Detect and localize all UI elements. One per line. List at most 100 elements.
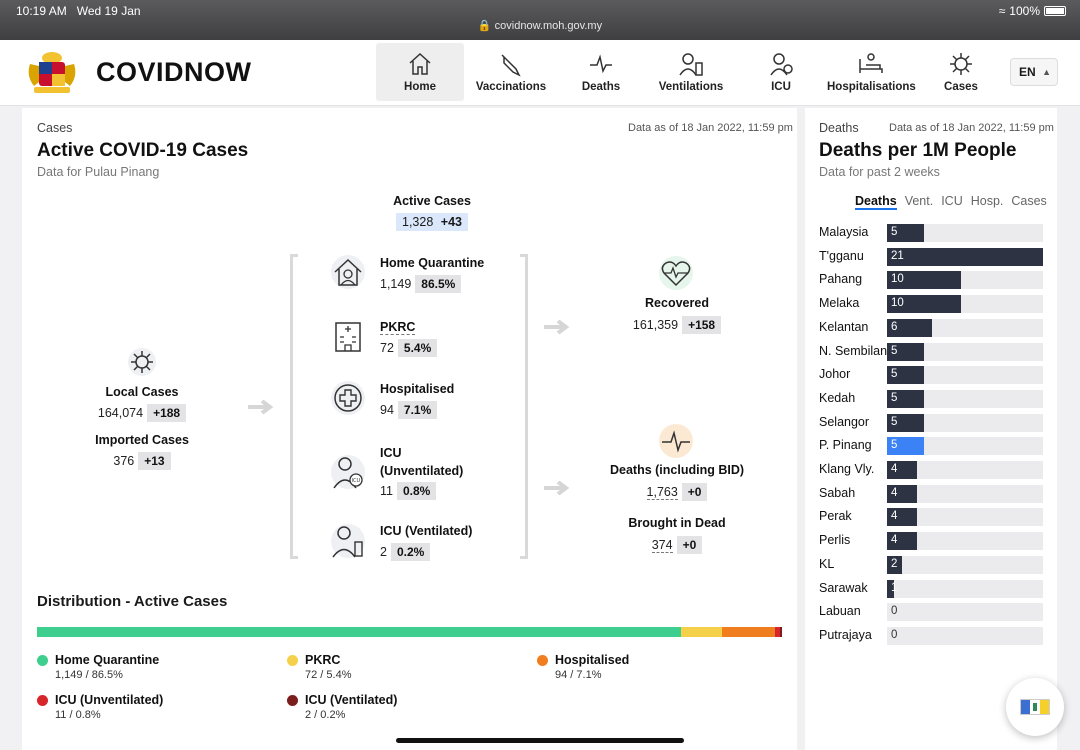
tab-vent[interactable]: Vent. [904,194,934,208]
chart-bar[interactable] [887,579,895,598]
deaths-value[interactable]: 1,763 [646,485,678,500]
imported-cases-label: Imported Cases [95,433,189,447]
nav-hospitalisations[interactable]: Hospitalisations [827,43,916,101]
local-cases-delta: +188 [147,404,187,422]
legend-label: PKRC [305,653,341,667]
chart-bar[interactable] [887,366,925,385]
distribution-segment [774,627,781,637]
chart-category-label: Perak [819,509,852,524]
chart-bar-track: 5 [887,342,1043,361]
chart-category-label: Sarawak [819,580,868,595]
chart-bar[interactable] [887,271,962,290]
chart-category-label: Labuan [819,604,861,619]
chart-data-label: 4 [891,534,898,547]
chart-bar-track: 0 [887,603,1043,622]
language-select[interactable]: EN ▲ [1010,58,1058,86]
chart-bar[interactable] [887,318,932,337]
chart-bar-row: Johor 5 [819,366,1043,385]
arrow-right-icon [248,400,274,414]
chart-data-label: 5 [891,226,898,238]
tab-icu[interactable]: ICU [941,194,963,208]
home-quarantine-icon [331,255,365,289]
chart-category-label: Pahang [819,272,863,287]
tab-deaths[interactable]: Deaths [855,194,897,210]
ventilator-patient-icon [331,524,365,558]
legend-label: Hospitalised [555,653,630,667]
syringe-icon [501,54,521,77]
chart-bar[interactable] [887,437,925,456]
pkrc-label[interactable]: PKRC [380,320,416,335]
chart-data-label: 5 [891,368,898,381]
panel-title: Active COVID-19 Cases [37,140,249,161]
chart-bar[interactable] [887,389,925,408]
url-bar[interactable]: 🔒 covidnow.moh.gov.my [477,20,603,32]
chart-category-label: Malaysia [819,225,869,239]
bid-value[interactable]: 374 [651,538,673,553]
chart-bar-row: Melaka 10 [819,295,1043,314]
top-nav: COVIDNOW Home Vaccinations Deaths Ventil… [0,40,1080,106]
legend-dot [37,654,48,666]
panel-title: Deaths per 1M People [819,140,1017,161]
nav-home[interactable]: Home [376,43,464,101]
home-quarantine-pct: 86.5% [415,275,462,293]
nav-icu[interactable]: ICU [737,43,825,101]
nav-deaths[interactable]: Deaths [557,43,645,101]
chart-bar-track: 10 [887,271,1043,290]
chart-bar[interactable] [887,461,917,479]
chart-bar-track: 0 [887,626,1043,645]
tab-cases[interactable]: Cases [1011,194,1047,208]
chart-bar-track: 6 [887,318,1043,337]
legend-label: Home Quarantine [55,653,160,667]
data-asof: Data as of 18 Jan 2022, 11:59 pm [889,122,1054,134]
home-quarantine-value: 1,149 [380,277,412,291]
chart-bar-row: P. Pinang 5 [819,437,1043,456]
chart-bar[interactable] [887,532,917,551]
data-asof: Data as of 18 Jan 2022, 11:59 pm [628,122,793,134]
chart-data-label: 5 [891,344,898,357]
ventilator-icon [679,53,703,76]
chart-bar-row: T'gganu 21 [819,247,1043,266]
chart-data-label: 4 [891,486,898,499]
chart-bar[interactable] [887,555,902,574]
home-quarantine-label: Home Quarantine [380,256,485,270]
wifi-icon: ≈ [998,4,1006,18]
chart-bar[interactable] [887,508,917,527]
hospitalised-pct: 7.1% [397,401,438,419]
chart-bar[interactable] [887,484,917,503]
legend-dot [537,654,548,666]
nav-ventilations[interactable]: Ventilations [647,43,735,101]
bid-label: Brought in Dead [628,516,726,530]
nav-cases[interactable]: Cases [917,43,1005,101]
panel-subtitle: Data for past 2 weeks [819,165,940,179]
nav-vaccinations[interactable]: Vaccinations [467,43,555,101]
chevron-updown-icon: ▲ [1042,67,1051,77]
icu-unventilated-value: 11 [380,484,393,498]
icu-unventilated-pct: 0.8% [396,482,437,500]
chart-bar[interactable] [887,295,962,314]
tab-hosp[interactable]: Hosp. [970,194,1004,208]
deaths-per-million-panel: Deaths Data as of 18 Jan 2022, 11:59 pm … [805,108,1057,750]
chart-bar[interactable] [887,247,1043,266]
chart-category-label: Kedah [819,390,856,405]
chart-data-label: 4 [891,510,898,523]
chart-bar[interactable] [887,413,925,432]
metric-tabs: Deaths Vent. ICU Hosp. Cases [855,194,1047,210]
recovered: Recovered 161,359 +158 [607,296,747,334]
malaysia-coat-of-arms-logo[interactable] [22,50,82,96]
chart-data-label: 0 [891,628,898,641]
state-selector-button[interactable] [1006,678,1064,736]
chart-bar-track: 2 [887,555,1043,574]
chart-bar[interactable] [887,342,925,361]
brand-title[interactable]: COVIDNOW [96,57,252,87]
chart-data-label: 10 [891,297,904,310]
chart-bar[interactable] [887,224,925,242]
chart-bar-row: KL 2 [819,555,1043,574]
icu-ventilated-value: 2 [380,545,387,559]
pkrc-value: 72 [380,341,394,355]
chart-bar-row: Kedah 5 [819,389,1043,408]
home-indicator[interactable] [396,738,684,743]
brought-in-dead: Brought in Dead 374 +0 [597,516,757,554]
chart-category-label: Klang Vly. [819,462,875,476]
chart-data-label: 6 [891,320,898,333]
recovered-label: Recovered [645,296,709,310]
